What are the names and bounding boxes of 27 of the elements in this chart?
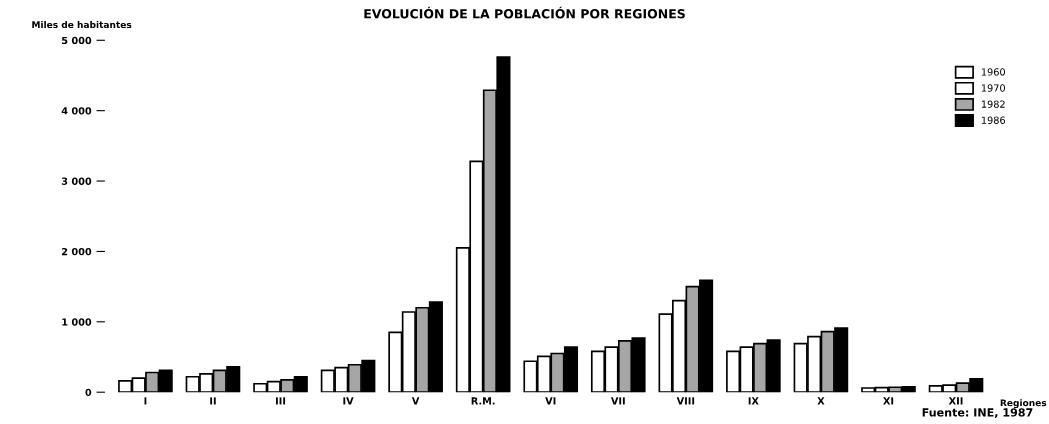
x-tick-label: III bbox=[276, 397, 286, 405]
x-tick-label: R.M. bbox=[471, 397, 495, 405]
x-tick-label: VIII bbox=[676, 397, 695, 405]
y-tick-label: 0 bbox=[85, 388, 92, 397]
x-tick-label: IX bbox=[748, 397, 759, 405]
x-tick-label: XI bbox=[883, 397, 894, 405]
x-tick-label: V bbox=[411, 397, 420, 405]
y-tick-label: 5 000 bbox=[62, 36, 92, 45]
legend-label: 1960 bbox=[981, 68, 1005, 76]
x-axis-title: Regiones bbox=[1000, 399, 1047, 409]
y-tick-label: 4 000 bbox=[61, 107, 92, 115]
legend-label: 1986 bbox=[981, 116, 1006, 124]
x-tick-label: X bbox=[817, 397, 825, 405]
legend-label: 1982 bbox=[981, 100, 1005, 108]
x-tick-label: VI bbox=[545, 397, 556, 405]
chart-title: EVOLUCIÓN DE LA POBLACIÓN POR REGIONES bbox=[364, 6, 685, 19]
x-tick-label: II bbox=[210, 397, 216, 405]
y-axis-title: Miles de habitantes bbox=[32, 21, 132, 29]
x-tick-label: IV bbox=[343, 397, 354, 405]
legend-label: 1970 bbox=[981, 84, 1005, 92]
y-tick-label: 1 000 bbox=[62, 318, 92, 326]
x-tick-label: XII bbox=[948, 397, 963, 405]
x-tick-label: VII bbox=[610, 397, 625, 405]
source-note: Fuente: INE, 1987 bbox=[922, 408, 1033, 419]
x-tick-label: I bbox=[144, 397, 147, 405]
y-tick-label: 2 000 bbox=[62, 247, 92, 256]
y-tick-label: 3 000 bbox=[61, 177, 92, 185]
